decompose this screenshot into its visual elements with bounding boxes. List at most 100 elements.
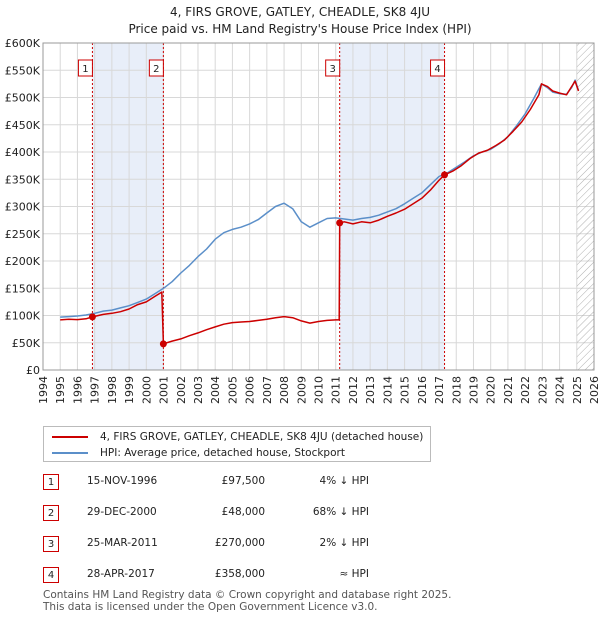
chart-title: 4, FIRS GROVE, GATLEY, CHEADLE, SK8 4JU (170, 5, 430, 19)
legend-item-property: 4, FIRS GROVE, GATLEY, CHEADLE, SK8 4JU … (52, 429, 423, 445)
y-axis: £0 £50K £100K £150K £200K £250K £300K £350K £400… (5, 37, 41, 377)
x-tick-label: 2008 (278, 376, 291, 404)
sales-table: 1 15-NOV-1996 £97,500 4% ↓ HPI 2 29-DEC-… (43, 470, 563, 594)
sale-date: 15-NOV-1996 (87, 475, 158, 487)
x-tick-label: 2004 (209, 376, 222, 404)
hatched-region (576, 43, 594, 370)
price-chart: 4, FIRS GROVE, GATLEY, CHEADLE, SK8 4JU … (5, 5, 600, 404)
y-tick-label: £600K (5, 37, 41, 50)
sale-number-badge: 2 (43, 505, 59, 521)
sale-date: 28-APR-2017 (87, 568, 155, 580)
x-tick-label: 2014 (381, 376, 394, 404)
table-row: 1 15-NOV-1996 £97,500 4% ↓ HPI (43, 470, 563, 501)
sale-label-number: 2 (153, 64, 159, 75)
y-tick-label: £100K (5, 310, 41, 323)
table-row: 4 28-APR-2017 £358,000 ≈ HPI (43, 563, 563, 594)
x-tick-label: 2015 (399, 376, 412, 404)
x-tick-label: 2007 (261, 376, 274, 404)
sale-label-frame (148, 59, 164, 77)
legend-swatch-property (52, 436, 88, 438)
sale-number-badge: 1 (43, 474, 59, 490)
y-tick-label: £500K (5, 92, 41, 105)
sale-point (336, 219, 344, 227)
x-tick-label: 1994 (37, 376, 50, 404)
y-tick-label: £550K (5, 64, 41, 77)
sale-point (441, 171, 449, 179)
property-price-line (60, 80, 580, 345)
footer-line-2: This data is licensed under the Open Gov… (43, 601, 378, 613)
sale-label-box: 1 (77, 59, 93, 77)
legend-swatch-hpi (52, 452, 88, 454)
sale-hpi-diff: ≈ HPI (339, 568, 369, 580)
sale-number-badge: 4 (43, 567, 59, 583)
x-tick-label: 1997 (89, 376, 102, 404)
footer-attribution: Contains HM Land Registry data © Crown c… (43, 589, 451, 613)
sale-label-frame (325, 59, 341, 77)
x-tick-label: 2009 (295, 376, 308, 404)
legend-item-hpi: HPI: Average price, detached house, Stoc… (52, 445, 345, 461)
sale-label-frame (430, 59, 446, 77)
x-tick-label: 2021 (502, 376, 515, 404)
x-tick-label: 2010 (313, 376, 326, 404)
future-hatch (576, 43, 594, 370)
y-tick-label: £0 (26, 364, 40, 377)
series-lines (60, 79, 580, 345)
plot-frame (42, 42, 595, 371)
x-tick-label: 2020 (485, 376, 498, 404)
sale-hpi-diff: 68% ↓ HPI (312, 506, 369, 518)
x-tick-label: 2019 (467, 376, 480, 404)
legend: 4, FIRS GROVE, GATLEY, CHEADLE, SK8 4JU … (43, 426, 431, 462)
sale-labels: 1 2 3 4 (77, 59, 446, 77)
sale-number-badge: 3 (43, 536, 59, 552)
footer-line-1: Contains HM Land Registry data © Crown c… (43, 589, 452, 601)
y-tick-label: £250K (5, 228, 41, 241)
sale-label-box: 3 (325, 59, 341, 77)
sale-label-number: 3 (329, 64, 335, 75)
x-tick-label: 2001 (158, 376, 171, 404)
sale-label-box: 4 (430, 59, 446, 77)
y-tick-label: £300K (5, 201, 41, 214)
x-tick-label: 2024 (554, 376, 567, 404)
y-tick-label: £200K (5, 255, 41, 268)
x-tick-label: 2013 (364, 376, 377, 404)
sale-points (88, 171, 449, 348)
x-tick-label: 1995 (54, 376, 67, 404)
legend-label-property: 4, FIRS GROVE, GATLEY, CHEADLE, SK8 4JU … (100, 431, 424, 443)
x-tick-label: 2022 (519, 376, 532, 404)
x-tick-label: 2026 (588, 376, 600, 404)
sale-hpi-diff: 4% ↓ HPI (319, 475, 369, 487)
sale-price: £358,000 (214, 568, 265, 580)
x-tick-label: 2005 (226, 376, 239, 404)
sale-label-box: 2 (148, 59, 164, 77)
sale-date: 25-MAR-2011 (87, 537, 158, 549)
sale-label-number: 1 (82, 64, 88, 75)
chart-subtitle: Price paid vs. HM Land Registry's House … (128, 22, 471, 36)
x-tick-label: 1998 (106, 376, 119, 404)
x-axis: 1994 1995 1996 1997 1998 1999 2000 2001 2002 2003… (37, 376, 600, 404)
sale-price: £270,000 (214, 537, 265, 549)
x-tick-label: 1996 (71, 376, 84, 404)
sale-point (88, 313, 96, 321)
y-tick-label: £400K (5, 146, 41, 159)
sale-date: 29-DEC-2000 (87, 506, 157, 518)
y-tick-label: £350K (5, 173, 41, 186)
x-tick-label: 2000 (140, 376, 153, 404)
sale-hpi-diff: 2% ↓ HPI (319, 537, 369, 549)
x-tick-label: 2025 (571, 376, 584, 404)
y-tick-label: £50K (12, 337, 41, 350)
x-tick-label: 2017 (433, 376, 446, 404)
sale-price: £48,000 (221, 506, 265, 518)
table-row: 2 29-DEC-2000 £48,000 68% ↓ HPI (43, 501, 563, 532)
x-tick-label: 2023 (536, 376, 549, 404)
table-row: 3 25-MAR-2011 £270,000 2% ↓ HPI (43, 532, 563, 563)
x-tick-label: 2012 (347, 376, 360, 404)
y-tick-label: £150K (5, 282, 41, 295)
x-tick-label: 2002 (175, 376, 188, 404)
x-tick-label: 2003 (192, 376, 205, 404)
sale-label-frame (77, 59, 93, 77)
sale-price: £97,500 (221, 475, 265, 487)
x-tick-label: 1999 (123, 376, 136, 404)
sale-label-number: 4 (434, 64, 440, 75)
legend-label-hpi: HPI: Average price, detached house, Stoc… (100, 447, 345, 459)
x-tick-label: 2018 (450, 376, 463, 404)
